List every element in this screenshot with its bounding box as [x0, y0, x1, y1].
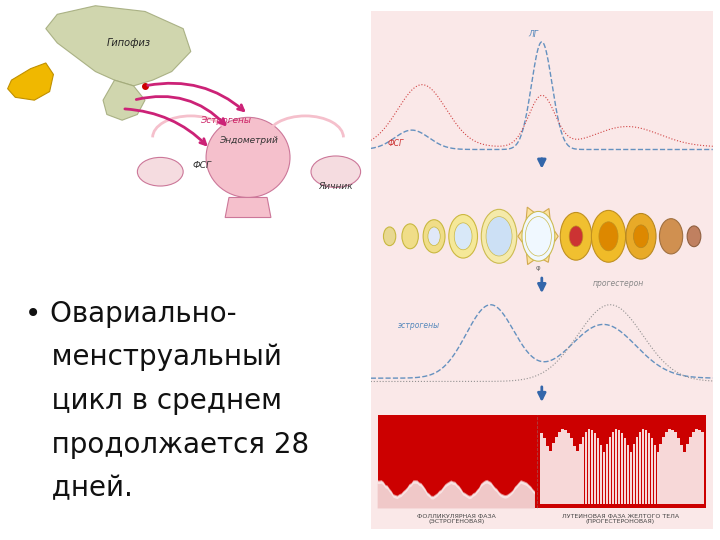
Bar	[564, 430, 567, 504]
Bar	[567, 433, 570, 504]
Bar	[639, 432, 641, 504]
Circle shape	[449, 214, 477, 258]
Bar	[621, 433, 624, 504]
Text: продолжается 28: продолжается 28	[25, 431, 310, 459]
Bar	[689, 437, 692, 504]
Bar	[552, 443, 554, 504]
Text: ЛУТЕИНОВАЯ ФАЗА ЖЕЛТОГО ТЕЛА
(ПРОГЕСТЕРОНОВАЯ): ЛУТЕИНОВАЯ ФАЗА ЖЕЛТОГО ТЕЛА (ПРОГЕСТЕРО…	[562, 514, 679, 524]
Text: дней.: дней.	[25, 475, 133, 503]
Text: φ: φ	[536, 265, 541, 271]
Circle shape	[402, 224, 418, 249]
Polygon shape	[8, 63, 53, 100]
Text: ЛГ: ЛГ	[528, 30, 538, 39]
Circle shape	[626, 213, 656, 259]
Bar	[651, 438, 653, 504]
Bar	[636, 437, 638, 504]
Circle shape	[428, 227, 440, 246]
Bar	[562, 429, 564, 504]
Circle shape	[423, 220, 445, 253]
Bar	[642, 429, 644, 504]
Bar	[603, 451, 606, 504]
Text: ФСГ: ФСГ	[193, 161, 212, 171]
Bar	[615, 429, 617, 504]
Circle shape	[454, 223, 472, 250]
Bar	[585, 432, 588, 504]
Text: ФОЛЛИКУЛЯРНАЯ ФАЗА
(ЭСТРОГЕНОВАЯ): ФОЛЛИКУЛЯРНАЯ ФАЗА (ЭСТРОГЕНОВАЯ)	[417, 514, 495, 524]
Bar	[678, 438, 680, 504]
Polygon shape	[518, 207, 558, 265]
Bar	[544, 438, 546, 504]
Bar	[633, 444, 635, 504]
Text: Эндометрий: Эндометрий	[219, 136, 277, 145]
Polygon shape	[103, 80, 145, 120]
Ellipse shape	[206, 117, 290, 198]
Circle shape	[486, 217, 512, 256]
Bar	[541, 433, 543, 504]
Bar	[618, 430, 620, 504]
Bar	[683, 452, 685, 504]
Bar	[582, 437, 585, 504]
Bar	[579, 443, 582, 504]
Bar	[696, 429, 698, 504]
Bar	[647, 433, 650, 504]
Bar	[606, 444, 608, 504]
Bar	[549, 451, 552, 504]
Bar	[630, 452, 632, 504]
Text: цикл в среднем: цикл в среднем	[25, 387, 282, 415]
Bar	[692, 432, 695, 504]
Bar	[660, 444, 662, 504]
Bar	[701, 433, 703, 504]
Ellipse shape	[138, 158, 183, 186]
Circle shape	[522, 212, 555, 261]
Bar	[626, 445, 629, 504]
Polygon shape	[46, 6, 191, 86]
Bar	[644, 430, 647, 504]
Bar	[588, 429, 590, 504]
Text: ФСГ: ФСГ	[388, 139, 404, 147]
Text: Гипофиз: Гипофиз	[107, 38, 151, 48]
Text: Яичник: Яичник	[318, 181, 353, 191]
Bar	[600, 446, 603, 504]
Bar	[657, 452, 659, 504]
Bar	[597, 438, 599, 504]
Bar	[680, 445, 683, 504]
Text: Эстрогены: Эстрогены	[199, 116, 251, 125]
Circle shape	[660, 219, 683, 254]
Bar	[675, 433, 677, 504]
Text: менструальный: менструальный	[25, 343, 282, 372]
Bar	[686, 444, 689, 504]
Bar	[672, 429, 674, 504]
Bar	[609, 437, 611, 504]
Bar	[624, 438, 626, 504]
Circle shape	[481, 210, 517, 264]
Ellipse shape	[311, 156, 361, 187]
Bar	[377, 415, 706, 509]
Circle shape	[591, 211, 626, 262]
Text: эстрогены: эстрогены	[398, 321, 441, 330]
Circle shape	[599, 222, 618, 251]
Circle shape	[569, 226, 583, 247]
Bar	[570, 438, 572, 504]
Circle shape	[560, 212, 592, 260]
Bar	[668, 429, 671, 504]
Bar	[573, 446, 575, 504]
Bar	[665, 432, 668, 504]
Text: • Овариально-: • Овариально-	[25, 300, 237, 328]
Bar	[558, 431, 561, 504]
Circle shape	[526, 217, 552, 256]
Bar	[662, 437, 665, 504]
Bar	[576, 451, 579, 504]
Bar	[555, 436, 558, 504]
Bar	[654, 445, 656, 504]
Polygon shape	[225, 198, 271, 218]
Circle shape	[687, 226, 701, 247]
Text: прогестерон: прогестерон	[593, 279, 644, 288]
Bar	[591, 430, 593, 504]
Bar	[612, 432, 614, 504]
Bar	[594, 433, 596, 504]
Bar	[698, 429, 701, 504]
Circle shape	[384, 227, 396, 246]
Bar	[546, 446, 549, 504]
Circle shape	[634, 225, 649, 248]
